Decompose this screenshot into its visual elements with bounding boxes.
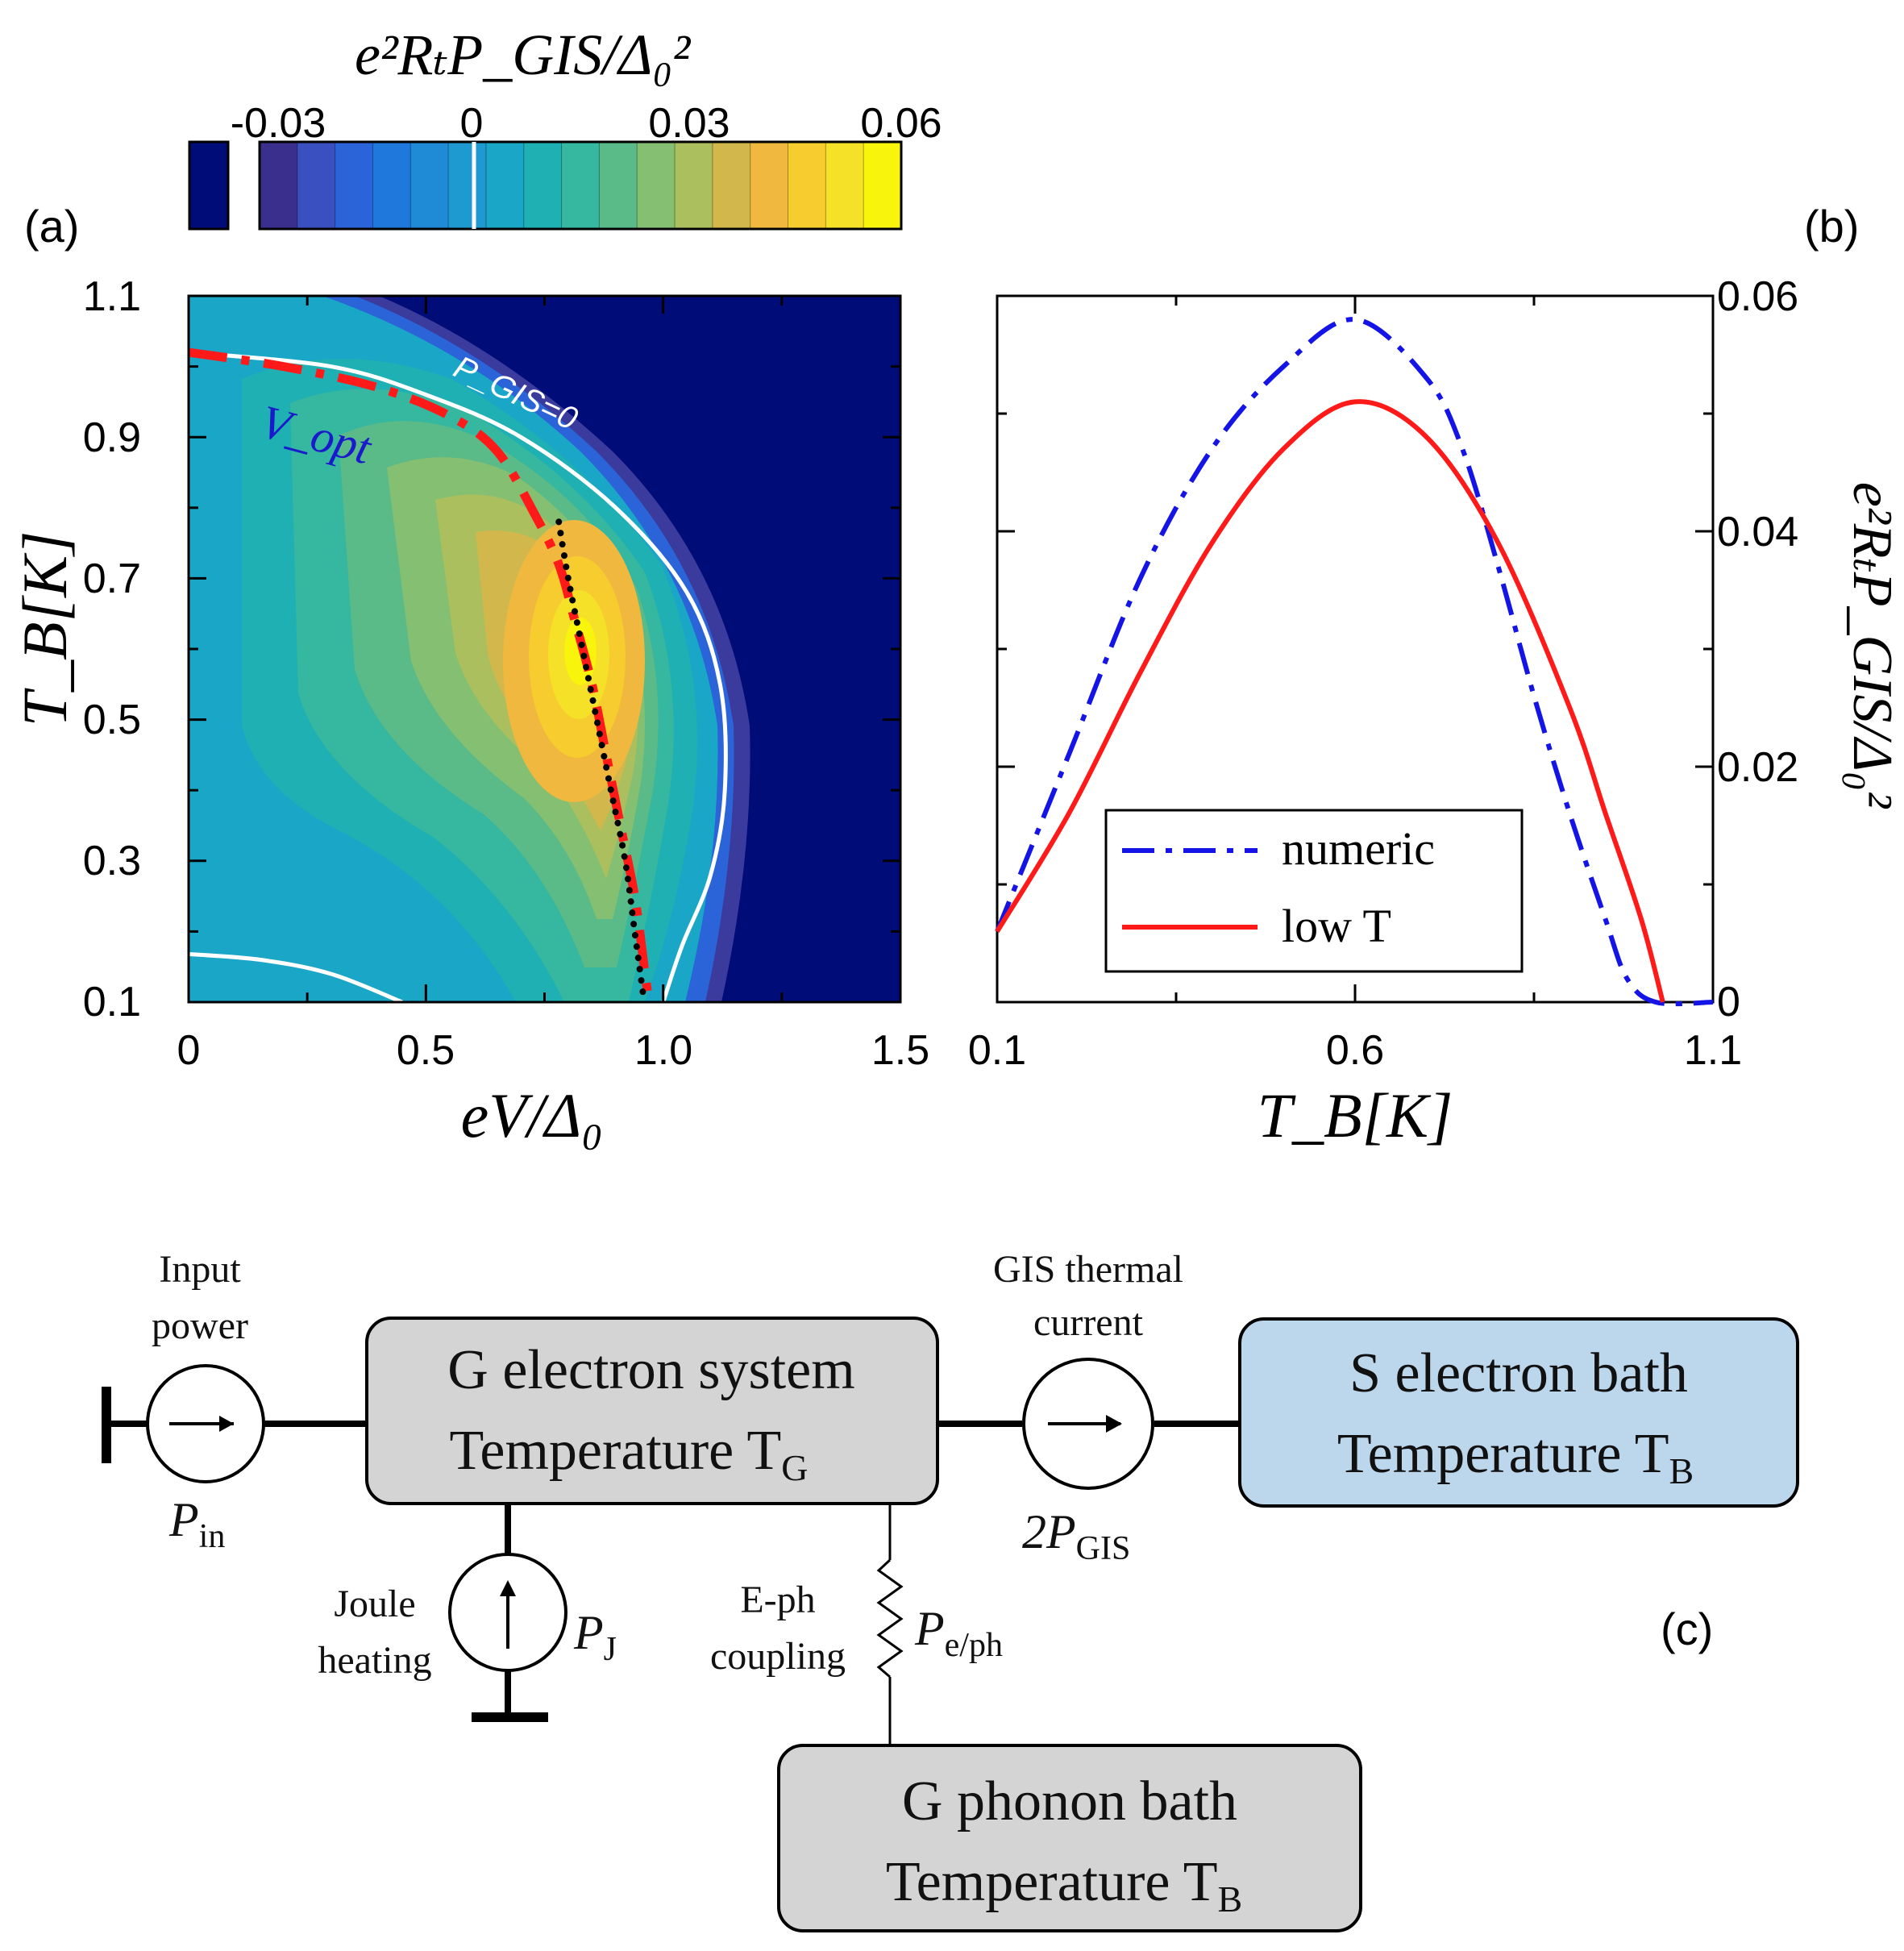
y-tick-label: 1.1	[83, 273, 141, 320]
s-electron-box-line2: Temperature TB	[1337, 1423, 1694, 1491]
joule-heating-label: heating	[318, 1639, 431, 1682]
p-in-symbol: Pin	[168, 1493, 225, 1555]
p-gis-symbol: 2PGIS	[1022, 1505, 1130, 1567]
colorbar-cell	[675, 142, 713, 229]
resistor-symbol	[876, 1558, 904, 1679]
g-electron-box-line1: G electron system	[447, 1339, 854, 1401]
y-tick-label: 0.02	[1717, 744, 1798, 791]
g-phonon-bath-box	[777, 1744, 1362, 1932]
panel-label-a: (a)	[24, 201, 79, 252]
y-tick-label: 0.06	[1717, 273, 1798, 320]
colorbar-tick-label: 0.03	[648, 100, 730, 147]
colorbar-cell	[297, 142, 336, 229]
gis-current-label: GIS thermal	[993, 1248, 1183, 1291]
colorbar-cell	[637, 142, 676, 229]
arrow-right-icon	[219, 1416, 234, 1432]
input-power-label: Input	[159, 1248, 241, 1291]
v-opt-curve	[189, 347, 654, 1002]
panel-a-ticks	[187, 294, 902, 1004]
p-j-symbol: PJ	[573, 1606, 617, 1668]
x-tick-label: 1.5	[871, 1027, 929, 1074]
y-tick-label: 0.5	[83, 697, 141, 743]
colorbar-cell	[825, 142, 864, 229]
y-tick-label: 0.3	[83, 838, 141, 884]
x-tick-label: 1.0	[634, 1027, 692, 1074]
x-tick-label: 0.6	[1326, 1027, 1384, 1074]
colorbar-cell	[410, 142, 449, 229]
panel-label-c: (c)	[1661, 1604, 1713, 1654]
panel-b-ticks	[996, 294, 1715, 1004]
zero-contour-upper	[189, 350, 728, 1002]
colorbar: e²RₜP_GIS/Δ₀² -0.03 0 0.03 0.06	[188, 23, 942, 231]
diagram-text: G electron system Temperature TG S elect…	[152, 1248, 1694, 1920]
colorbar-cell	[863, 142, 902, 229]
x-axis-title: eV/Δ₀	[461, 1080, 604, 1150]
y-tick-label: 0	[1717, 979, 1740, 1025]
thermal-circuit-diagram	[102, 1317, 1799, 1932]
y-tick-label: 0.7	[83, 555, 141, 602]
colorbar-cell	[750, 142, 789, 229]
gis-current-label: current	[1033, 1301, 1144, 1344]
legend-box	[1104, 809, 1524, 973]
y-tick-label: 0.9	[83, 414, 141, 461]
legend-low-t-label: low T	[1282, 900, 1391, 952]
colorbar-frame	[258, 140, 903, 231]
colorbar-cell	[788, 142, 826, 229]
colorbar-cell	[712, 142, 751, 229]
arrow-right-icon	[1106, 1415, 1122, 1433]
colorbar-cells	[260, 142, 902, 229]
legend: numeric low T	[1104, 809, 1524, 973]
colorbar-cell	[448, 142, 487, 229]
legend-numeric-label: numeric	[1282, 822, 1435, 875]
low-t-analytic-curve	[555, 518, 648, 1002]
joule-heating-label: Joule	[334, 1583, 415, 1625]
panel-label-b: (b)	[1804, 201, 1859, 252]
colorbar-cell	[372, 142, 411, 229]
panel-a-heatmap: P_GIS=0 V_opt 1.1 0.9 0.7 0.5 0.3 0.1 0 …	[10, 273, 929, 1150]
y-axis-title: e²RₜP_GIS/Δ₀²	[1841, 482, 1903, 809]
colorbar-cell	[599, 142, 638, 229]
x-axis-title: T_B[K]	[1258, 1080, 1453, 1150]
x-tick-label: 0	[177, 1027, 201, 1074]
g-electron-system-box	[365, 1317, 939, 1505]
zero-contour-lower	[189, 951, 403, 1002]
eph-coupling-label: coupling	[710, 1635, 846, 1678]
s-electron-box-line1: S electron bath	[1349, 1342, 1688, 1404]
g-phonon-box-line2: Temperature TB	[886, 1851, 1242, 1920]
colorbar-title: e²RₜP_GIS/Δ₀²	[355, 23, 692, 87]
y-axis-title: T_B[K]	[10, 531, 80, 727]
colorbar-tick-label: -0.03	[231, 100, 326, 147]
colorbar-cell	[561, 142, 600, 229]
g-phonon-box-line1: G phonon bath	[902, 1770, 1237, 1832]
input-power-label: power	[152, 1304, 248, 1347]
colorbar-tick-label: 0.06	[860, 100, 942, 147]
x-tick-label: 0.5	[397, 1027, 455, 1074]
colorbar-tick-label: 0	[460, 100, 484, 147]
g-electron-box-line2: Temperature TG	[450, 1420, 809, 1488]
y-tick-label: 0.04	[1717, 509, 1798, 555]
colorbar-cell	[335, 142, 373, 229]
series-low-t	[995, 399, 1665, 1003]
arrow-up-icon	[500, 1580, 516, 1596]
colorbar-cell	[485, 142, 525, 229]
s-electron-bath-box	[1238, 1317, 1799, 1508]
x-tick-label: 0.1	[968, 1027, 1026, 1074]
eph-coupling-label: E-ph	[740, 1579, 815, 1621]
colorbar-cell	[260, 142, 298, 229]
colorbar-saturation-swatch	[188, 140, 230, 231]
series-numeric	[995, 317, 1714, 1007]
x-tick-label: 1.1	[1684, 1027, 1742, 1074]
y-tick-label: 0.1	[83, 979, 141, 1025]
p-eph-symbol: Pe/ph	[914, 1602, 1003, 1664]
panel-b-line-chart: numeric low T 0.1 0.6 1.1 0.06 0.04 0.02…	[968, 273, 1903, 1150]
colorbar-cell	[523, 142, 563, 229]
